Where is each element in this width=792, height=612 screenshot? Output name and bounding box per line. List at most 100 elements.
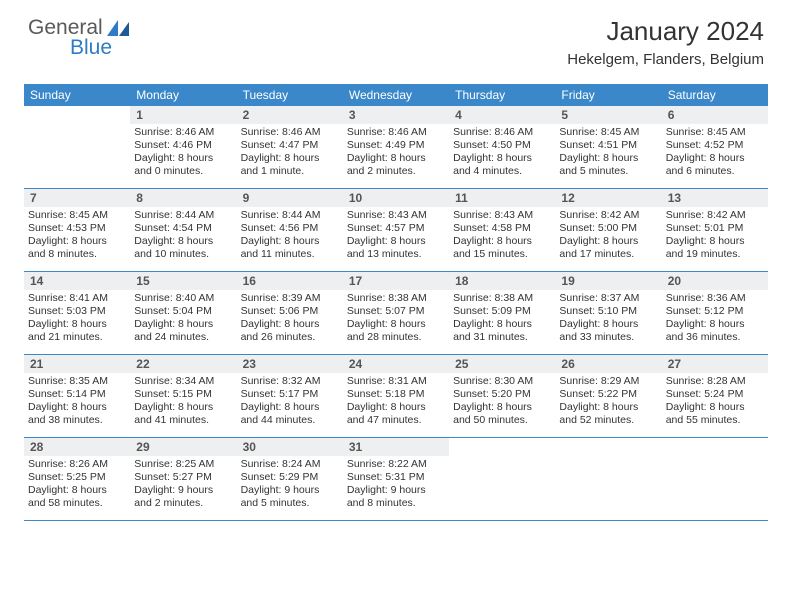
day-number: 14 (24, 272, 130, 290)
day-body: Sunrise: 8:40 AMSunset: 5:04 PMDaylight:… (130, 290, 236, 349)
sunrise-text: Sunrise: 8:42 AM (559, 209, 657, 222)
day-number (24, 106, 130, 110)
sunrise-text: Sunrise: 8:45 AM (28, 209, 126, 222)
daylight-text: Daylight: 8 hours and 36 minutes. (666, 318, 764, 344)
day-cell: 7Sunrise: 8:45 AMSunset: 4:53 PMDaylight… (24, 189, 130, 271)
sunset-text: Sunset: 5:09 PM (453, 305, 551, 318)
day-body: Sunrise: 8:46 AMSunset: 4:50 PMDaylight:… (449, 124, 555, 183)
daylight-text: Daylight: 8 hours and 50 minutes. (453, 401, 551, 427)
day-number (662, 438, 768, 442)
day-body: Sunrise: 8:43 AMSunset: 4:57 PMDaylight:… (343, 207, 449, 266)
day-number: 21 (24, 355, 130, 373)
sunrise-text: Sunrise: 8:22 AM (347, 458, 445, 471)
day-cell: 5Sunrise: 8:45 AMSunset: 4:51 PMDaylight… (555, 106, 661, 188)
sunrise-text: Sunrise: 8:46 AM (347, 126, 445, 139)
sunset-text: Sunset: 5:04 PM (134, 305, 232, 318)
daylight-text: Daylight: 8 hours and 41 minutes. (134, 401, 232, 427)
sunset-text: Sunset: 4:50 PM (453, 139, 551, 152)
day-body: Sunrise: 8:38 AMSunset: 5:09 PMDaylight:… (449, 290, 555, 349)
daylight-text: Daylight: 8 hours and 24 minutes. (134, 318, 232, 344)
day-header-sunday: Sunday (24, 84, 130, 106)
day-header-friday: Friday (555, 84, 661, 106)
sunset-text: Sunset: 5:27 PM (134, 471, 232, 484)
day-cell: 25Sunrise: 8:30 AMSunset: 5:20 PMDayligh… (449, 355, 555, 437)
day-number: 23 (237, 355, 343, 373)
sunrise-text: Sunrise: 8:35 AM (28, 375, 126, 388)
sunset-text: Sunset: 5:17 PM (241, 388, 339, 401)
day-cell (24, 106, 130, 188)
sunset-text: Sunset: 5:31 PM (347, 471, 445, 484)
day-body: Sunrise: 8:26 AMSunset: 5:25 PMDaylight:… (24, 456, 130, 515)
day-cell: 8Sunrise: 8:44 AMSunset: 4:54 PMDaylight… (130, 189, 236, 271)
day-body: Sunrise: 8:45 AMSunset: 4:51 PMDaylight:… (555, 124, 661, 183)
day-body: Sunrise: 8:24 AMSunset: 5:29 PMDaylight:… (237, 456, 343, 515)
day-body: Sunrise: 8:30 AMSunset: 5:20 PMDaylight:… (449, 373, 555, 432)
day-number: 22 (130, 355, 236, 373)
sunset-text: Sunset: 5:18 PM (347, 388, 445, 401)
sunset-text: Sunset: 4:53 PM (28, 222, 126, 235)
sunrise-text: Sunrise: 8:46 AM (134, 126, 232, 139)
day-header-saturday: Saturday (662, 84, 768, 106)
day-cell: 19Sunrise: 8:37 AMSunset: 5:10 PMDayligh… (555, 272, 661, 354)
sunrise-text: Sunrise: 8:30 AM (453, 375, 551, 388)
day-body: Sunrise: 8:45 AMSunset: 4:53 PMDaylight:… (24, 207, 130, 266)
day-cell (555, 438, 661, 520)
day-header-wednesday: Wednesday (343, 84, 449, 106)
sunrise-text: Sunrise: 8:44 AM (134, 209, 232, 222)
day-number: 7 (24, 189, 130, 207)
day-body: Sunrise: 8:44 AMSunset: 4:54 PMDaylight:… (130, 207, 236, 266)
sunrise-text: Sunrise: 8:28 AM (666, 375, 764, 388)
daylight-text: Daylight: 8 hours and 26 minutes. (241, 318, 339, 344)
day-number: 8 (130, 189, 236, 207)
sunset-text: Sunset: 5:12 PM (666, 305, 764, 318)
daylight-text: Daylight: 8 hours and 4 minutes. (453, 152, 551, 178)
sunrise-text: Sunrise: 8:29 AM (559, 375, 657, 388)
sunrise-text: Sunrise: 8:45 AM (559, 126, 657, 139)
sunset-text: Sunset: 4:52 PM (666, 139, 764, 152)
week-row: 1Sunrise: 8:46 AMSunset: 4:46 PMDaylight… (24, 106, 768, 189)
day-number: 17 (343, 272, 449, 290)
sunrise-text: Sunrise: 8:43 AM (347, 209, 445, 222)
daylight-text: Daylight: 8 hours and 58 minutes. (28, 484, 126, 510)
sunrise-text: Sunrise: 8:38 AM (347, 292, 445, 305)
logo-sail-icon (107, 20, 129, 36)
daylight-text: Daylight: 8 hours and 5 minutes. (559, 152, 657, 178)
logo: GeneralBlue (28, 16, 129, 60)
day-number: 20 (662, 272, 768, 290)
day-body: Sunrise: 8:38 AMSunset: 5:07 PMDaylight:… (343, 290, 449, 349)
day-cell (662, 438, 768, 520)
day-cell: 23Sunrise: 8:32 AMSunset: 5:17 PMDayligh… (237, 355, 343, 437)
sunrise-text: Sunrise: 8:43 AM (453, 209, 551, 222)
day-body: Sunrise: 8:43 AMSunset: 4:58 PMDaylight:… (449, 207, 555, 266)
day-number: 12 (555, 189, 661, 207)
day-number: 10 (343, 189, 449, 207)
day-cell: 21Sunrise: 8:35 AMSunset: 5:14 PMDayligh… (24, 355, 130, 437)
daylight-text: Daylight: 8 hours and 44 minutes. (241, 401, 339, 427)
day-cell: 31Sunrise: 8:22 AMSunset: 5:31 PMDayligh… (343, 438, 449, 520)
sunset-text: Sunset: 5:07 PM (347, 305, 445, 318)
day-body: Sunrise: 8:22 AMSunset: 5:31 PMDaylight:… (343, 456, 449, 515)
day-cell: 6Sunrise: 8:45 AMSunset: 4:52 PMDaylight… (662, 106, 768, 188)
day-header-thursday: Thursday (449, 84, 555, 106)
day-body: Sunrise: 8:44 AMSunset: 4:56 PMDaylight:… (237, 207, 343, 266)
sunrise-text: Sunrise: 8:38 AM (453, 292, 551, 305)
sunset-text: Sunset: 4:51 PM (559, 139, 657, 152)
daylight-text: Daylight: 8 hours and 13 minutes. (347, 235, 445, 261)
sunset-text: Sunset: 5:25 PM (28, 471, 126, 484)
sunrise-text: Sunrise: 8:26 AM (28, 458, 126, 471)
daylight-text: Daylight: 8 hours and 19 minutes. (666, 235, 764, 261)
daylight-text: Daylight: 8 hours and 2 minutes. (347, 152, 445, 178)
day-cell: 1Sunrise: 8:46 AMSunset: 4:46 PMDaylight… (130, 106, 236, 188)
day-body: Sunrise: 8:39 AMSunset: 5:06 PMDaylight:… (237, 290, 343, 349)
day-number: 13 (662, 189, 768, 207)
sunset-text: Sunset: 5:01 PM (666, 222, 764, 235)
day-cell: 10Sunrise: 8:43 AMSunset: 4:57 PMDayligh… (343, 189, 449, 271)
day-number: 6 (662, 106, 768, 124)
week-row: 7Sunrise: 8:45 AMSunset: 4:53 PMDaylight… (24, 189, 768, 272)
day-body: Sunrise: 8:46 AMSunset: 4:47 PMDaylight:… (237, 124, 343, 183)
day-cell: 13Sunrise: 8:42 AMSunset: 5:01 PMDayligh… (662, 189, 768, 271)
title-block: January 2024 Hekelgem, Flanders, Belgium (567, 16, 764, 68)
day-number: 28 (24, 438, 130, 456)
sunset-text: Sunset: 5:15 PM (134, 388, 232, 401)
day-cell: 9Sunrise: 8:44 AMSunset: 4:56 PMDaylight… (237, 189, 343, 271)
